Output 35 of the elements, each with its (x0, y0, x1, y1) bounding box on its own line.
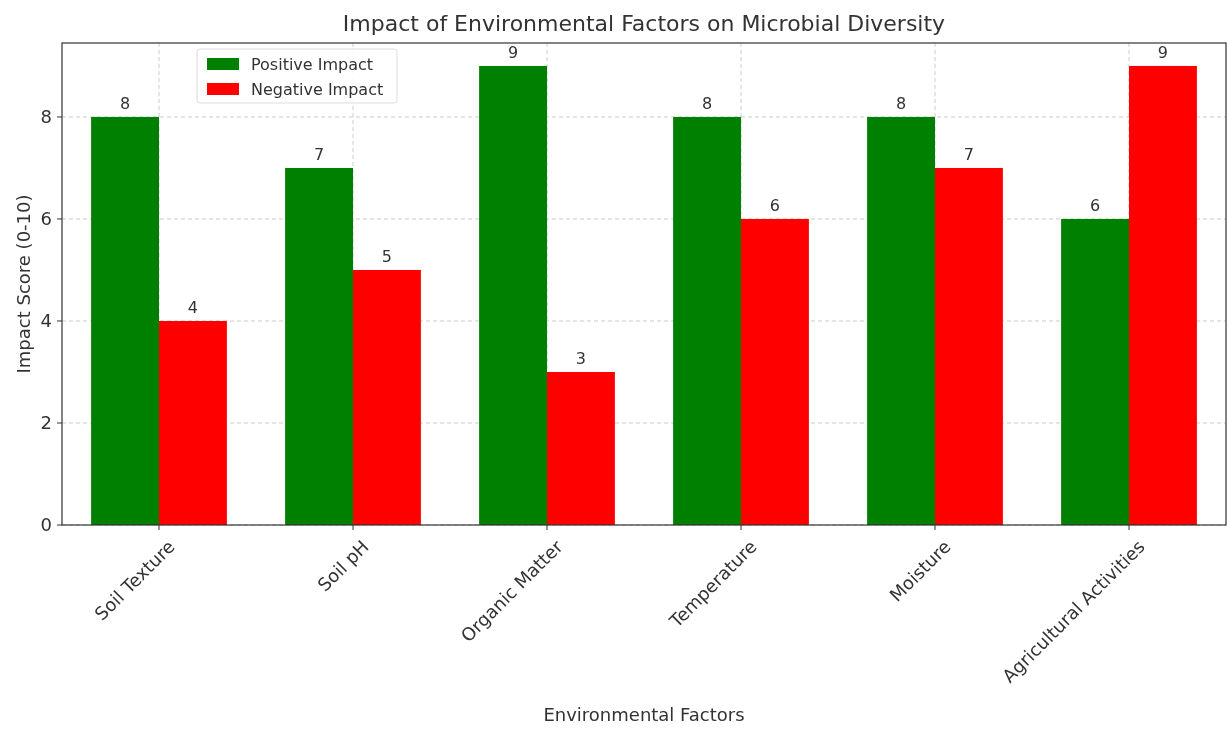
bar (479, 65, 547, 525)
data-label: 8 (701, 93, 713, 113)
y-tick-label: 8 (40, 106, 52, 128)
data-label: 6 (1089, 195, 1101, 215)
bar (91, 116, 159, 525)
data-label: 8 (895, 93, 907, 113)
y-tick-label: 6 (40, 208, 52, 230)
legend-label: Positive Impact (251, 54, 374, 74)
bar (1061, 218, 1129, 525)
data-label: 4 (187, 297, 199, 317)
bar (673, 116, 741, 525)
data-label: 5 (381, 246, 393, 266)
chart-title: Impact of Environmental Factors on Microbial Diversity (342, 11, 946, 36)
data-label: 6 (769, 195, 781, 215)
data-label: 9 (507, 42, 519, 62)
x-tick-label: Soil pH (313, 535, 373, 596)
data-label: 7 (963, 144, 975, 164)
data-label: 7 (313, 144, 325, 164)
y-axis-title: Impact Score (0-10) (13, 194, 34, 374)
bar (547, 371, 615, 525)
y-tick-label: 0 (40, 514, 52, 536)
bar (867, 116, 935, 525)
y-tick-label: 4 (40, 310, 52, 332)
data-label: 9 (1157, 42, 1169, 62)
bar (1129, 65, 1197, 525)
data-label: 8 (119, 93, 131, 113)
bar (935, 167, 1003, 525)
legend-label: Negative Impact (251, 79, 384, 99)
data-label: 3 (575, 348, 587, 368)
y-tick-label: 2 (40, 412, 52, 434)
x-axis-title: Environmental Factors (543, 704, 745, 725)
bar (741, 218, 809, 525)
bar (285, 167, 353, 525)
bar (353, 269, 421, 525)
bar (159, 320, 227, 525)
